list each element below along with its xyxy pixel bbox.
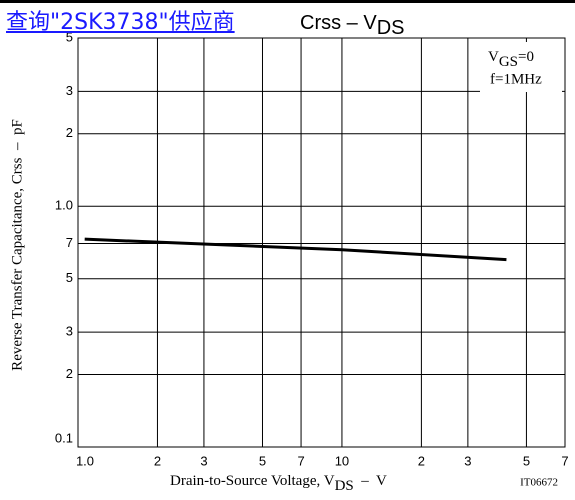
y-tick-label: 2 (66, 366, 73, 381)
x-tick-label: 5 (523, 453, 530, 468)
y-tick-label: 0.1 (55, 430, 73, 445)
x-tick-label: 10 (335, 453, 349, 468)
x-label-part: Drain-to-Source Voltage, V (170, 473, 335, 489)
x-label-part: – V (354, 473, 387, 489)
annotation: VGS=0 (488, 49, 534, 70)
x-tick-label: 3 (464, 453, 471, 468)
y-tick-label: 3 (66, 83, 73, 98)
annotation-box (480, 42, 562, 92)
y-axis-label: Reverse Transfer Capacitance, Crss – pF (9, 119, 25, 371)
annotation-part: V (488, 49, 499, 65)
y-tick-label: 5 (66, 270, 73, 285)
y-tick-label: 3 (66, 324, 73, 339)
top-bar (0, 0, 575, 3)
x-tick-label: 7 (561, 453, 568, 468)
link[interactable]: 查询"2SK3738"供应商 (6, 10, 235, 35)
y-tick-label: 5 (66, 29, 73, 44)
title-part: – V (341, 12, 377, 34)
x-tick-label: 3 (200, 453, 207, 468)
annotation-subscript: GS (499, 54, 518, 70)
x-tick-label: 2 (418, 453, 425, 468)
title-subscript: DS (377, 17, 405, 39)
y-tick-label: 7 (66, 235, 73, 250)
annotation-part: =0 (518, 49, 534, 65)
chart-title: Crss – VDS (300, 12, 404, 39)
x-axis-label: Drain-to-Source Voltage, VDS – V (170, 473, 387, 494)
x-tick-label: 1.0 (76, 453, 94, 468)
x-tick-label: 5 (259, 453, 266, 468)
x-label-subscript: DS (335, 478, 354, 494)
title-part: Crss (300, 12, 341, 34)
y-tick-label: 1.0 (55, 198, 73, 213)
annotation: f=1MHz (490, 71, 542, 87)
x-tick-label: 2 (154, 453, 161, 468)
figure-id: IT06672 (520, 477, 558, 489)
x-tick-label: 7 (297, 453, 304, 468)
y-tick-label: 2 (66, 125, 73, 140)
data-line (84, 237, 507, 262)
